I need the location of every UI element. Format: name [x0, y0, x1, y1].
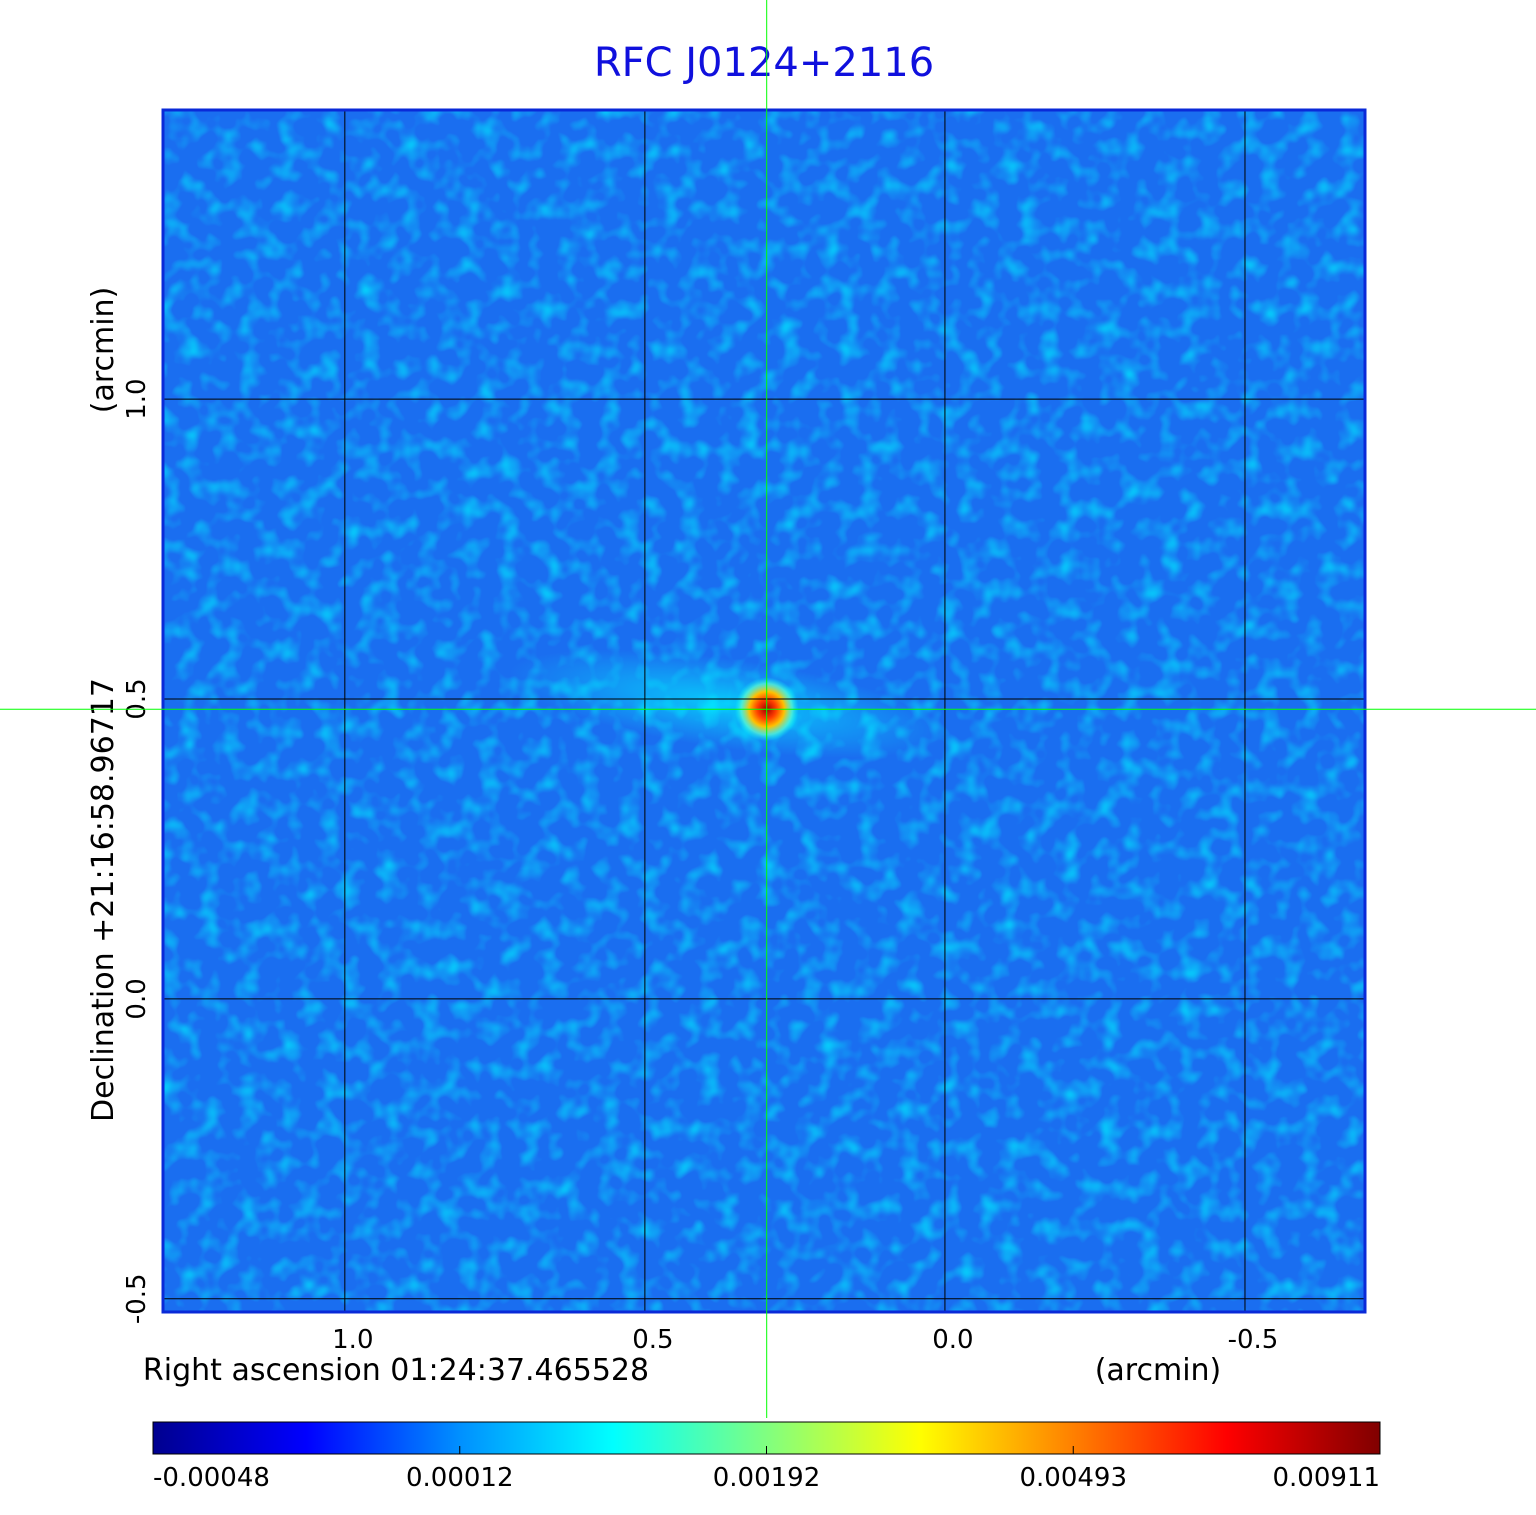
- image-area: [163, 110, 1365, 1312]
- y-axis-unit: (arcmin): [86, 287, 121, 414]
- y-tick-label: 0.0: [122, 978, 152, 1019]
- colorbar-tick-label: -0.00048: [153, 1463, 270, 1493]
- colorbar-tick-label: 0.00192: [713, 1463, 821, 1493]
- colorbar-tick-label: 0.00911: [1272, 1463, 1380, 1493]
- x-tick-label: 0.0: [932, 1325, 973, 1355]
- y-tick-label: -0.5: [122, 1273, 152, 1324]
- y-axis-label: Declination +21:16:58.96717: [86, 678, 121, 1122]
- y-tick-label: 1.0: [122, 378, 152, 419]
- plot-frame: [161, 108, 1367, 1314]
- colorbar-tick-label: 0.00493: [1019, 1463, 1127, 1493]
- source-halo: [509, 649, 946, 758]
- chart-title: RFC J0124+2116: [594, 40, 934, 86]
- colorbar: [152, 1421, 1381, 1455]
- x-axis-label: Right ascension 01:24:37.465528: [143, 1353, 649, 1388]
- colorbar-tick-label: 0.00012: [406, 1463, 514, 1493]
- y-tick-label: 0.5: [122, 678, 152, 719]
- x-tick-label: 0.5: [632, 1325, 673, 1355]
- x-tick-label: -0.5: [1228, 1325, 1279, 1355]
- x-tick-label: 1.0: [332, 1325, 373, 1355]
- x-axis-unit: (arcmin): [1095, 1353, 1222, 1388]
